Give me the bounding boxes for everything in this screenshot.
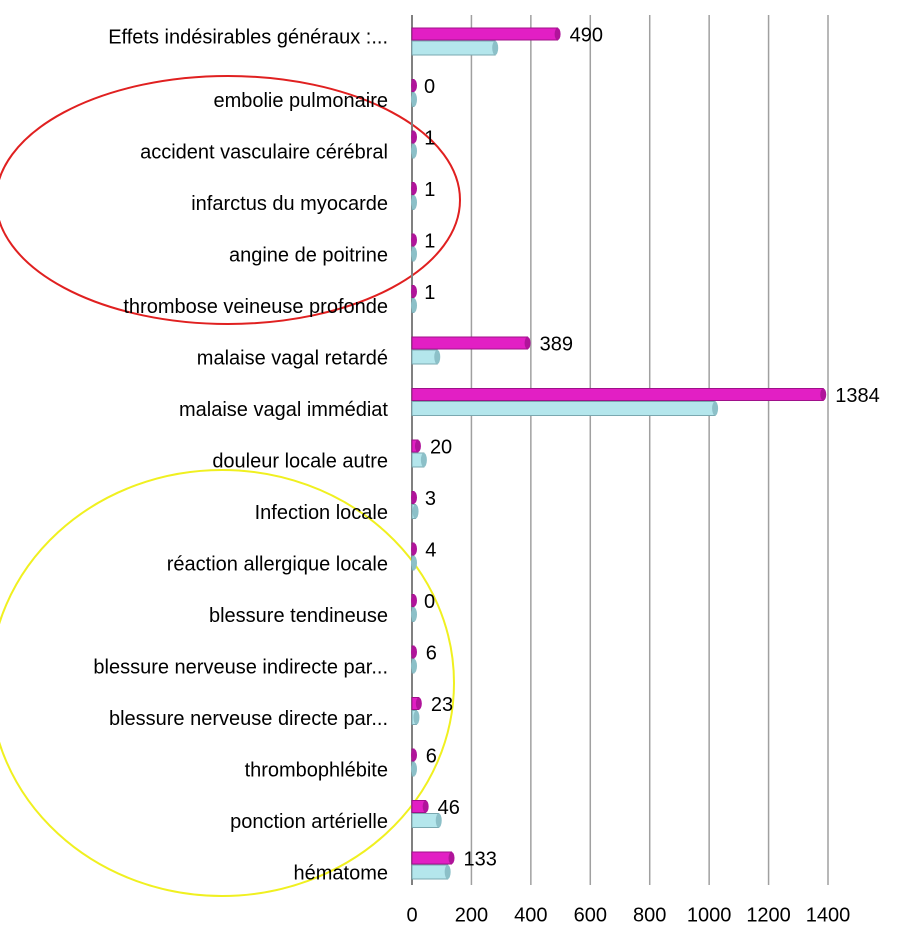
value-label: 490 — [570, 24, 603, 46]
red-highlight-ellipse — [0, 75, 461, 325]
y-tick-label: douleur locale autre — [212, 450, 388, 472]
bar — [411, 864, 449, 880]
bar — [411, 401, 716, 416]
value-label: 1 — [424, 127, 435, 149]
bar-end-cap — [411, 131, 417, 143]
value-label: 1 — [424, 230, 435, 252]
y-tick-label: hématome — [294, 862, 389, 884]
y-tick-label: malaise vagal immédiat — [179, 399, 388, 421]
bar-end-cap — [820, 388, 827, 401]
bar — [411, 336, 529, 350]
bar-end-cap — [492, 41, 499, 55]
bar — [411, 349, 438, 365]
y-tick-label: thrombophlébite — [245, 759, 388, 781]
bar-end-cap — [412, 504, 419, 519]
bar-end-cap — [411, 79, 417, 92]
x-tick-label: 1000 — [687, 904, 732, 926]
bar-end-cap — [411, 749, 417, 761]
value-label: 3 — [425, 488, 436, 510]
bar-end-cap — [411, 234, 417, 246]
x-tick-label: 400 — [514, 904, 547, 926]
x-tick-label: 200 — [455, 904, 488, 926]
value-label: 133 — [464, 848, 497, 870]
y-tick-label: blessure nerveuse directe par... — [109, 708, 388, 730]
bar — [411, 27, 559, 41]
bar-end-cap — [712, 401, 719, 416]
bar — [411, 813, 440, 828]
y-tick-label: blessure tendineuse — [209, 605, 388, 627]
bar-end-cap — [414, 440, 421, 452]
x-tick-label: 1400 — [806, 904, 851, 926]
bar-end-cap — [413, 710, 420, 725]
x-tick-label: 1200 — [746, 904, 791, 926]
value-label: 46 — [438, 797, 460, 819]
y-tick-label: ponction artérielle — [230, 811, 388, 833]
value-label: 0 — [424, 591, 435, 613]
bar-end-cap — [422, 800, 429, 813]
y-tick-label: Effets indésirables généraux :... — [108, 26, 388, 48]
value-label: 389 — [540, 333, 573, 355]
value-label: 20 — [430, 436, 452, 458]
y-tick-label: réaction allergique locale — [167, 553, 388, 575]
bar-end-cap — [448, 852, 455, 864]
value-label: 1384 — [835, 385, 880, 407]
bar-end-cap — [435, 813, 442, 828]
bar-end-cap — [411, 556, 417, 570]
y-tick-label: thrombose veineuse profonde — [123, 296, 388, 318]
bar-end-cap — [411, 762, 417, 776]
bar-end-cap — [411, 594, 417, 607]
bar-end-cap — [554, 28, 561, 40]
bar-end-cap — [411, 491, 417, 504]
bar-end-cap — [444, 865, 451, 879]
y-tick-label: infarctus du myocarde — [191, 193, 388, 215]
bar — [411, 388, 824, 401]
y-tick-label: accident vasculaire cérébral — [140, 141, 388, 163]
value-label: 0 — [424, 76, 435, 98]
x-tick-label: 800 — [633, 904, 666, 926]
bar — [411, 40, 496, 56]
bar-end-cap — [411, 646, 417, 658]
bar-end-cap — [411, 659, 417, 673]
yellow-highlight-ellipse — [0, 469, 455, 897]
bar — [411, 851, 453, 865]
y-tick-label: blessure nerveuse indirecte par... — [93, 656, 388, 678]
value-label: 23 — [431, 694, 453, 716]
bar-end-cap — [411, 182, 417, 195]
bar-end-cap — [411, 607, 417, 622]
bar-end-cap — [411, 543, 417, 555]
bar-end-cap — [415, 697, 422, 710]
bar-end-cap — [420, 453, 427, 467]
x-tick-label: 600 — [574, 904, 607, 926]
value-label: 1 — [424, 179, 435, 201]
bar-end-cap — [411, 92, 417, 107]
bar-end-cap — [411, 285, 417, 298]
y-tick-label: embolie pulmonaire — [213, 90, 388, 112]
y-tick-label: malaise vagal retardé — [197, 347, 388, 369]
value-label: 6 — [426, 642, 437, 664]
bar-end-cap — [411, 298, 417, 313]
bar-end-cap — [524, 337, 531, 349]
value-label: 4 — [425, 539, 436, 561]
bar-end-cap — [411, 247, 417, 261]
y-tick-label: angine de poitrine — [229, 244, 388, 266]
value-label: 6 — [426, 745, 437, 767]
x-tick-label: 0 — [406, 904, 417, 926]
bar-end-cap — [411, 195, 417, 210]
value-label: 1 — [424, 282, 435, 304]
bar-end-cap — [434, 350, 441, 364]
y-tick-label: Infection locale — [255, 502, 388, 524]
bar-end-cap — [411, 144, 417, 158]
